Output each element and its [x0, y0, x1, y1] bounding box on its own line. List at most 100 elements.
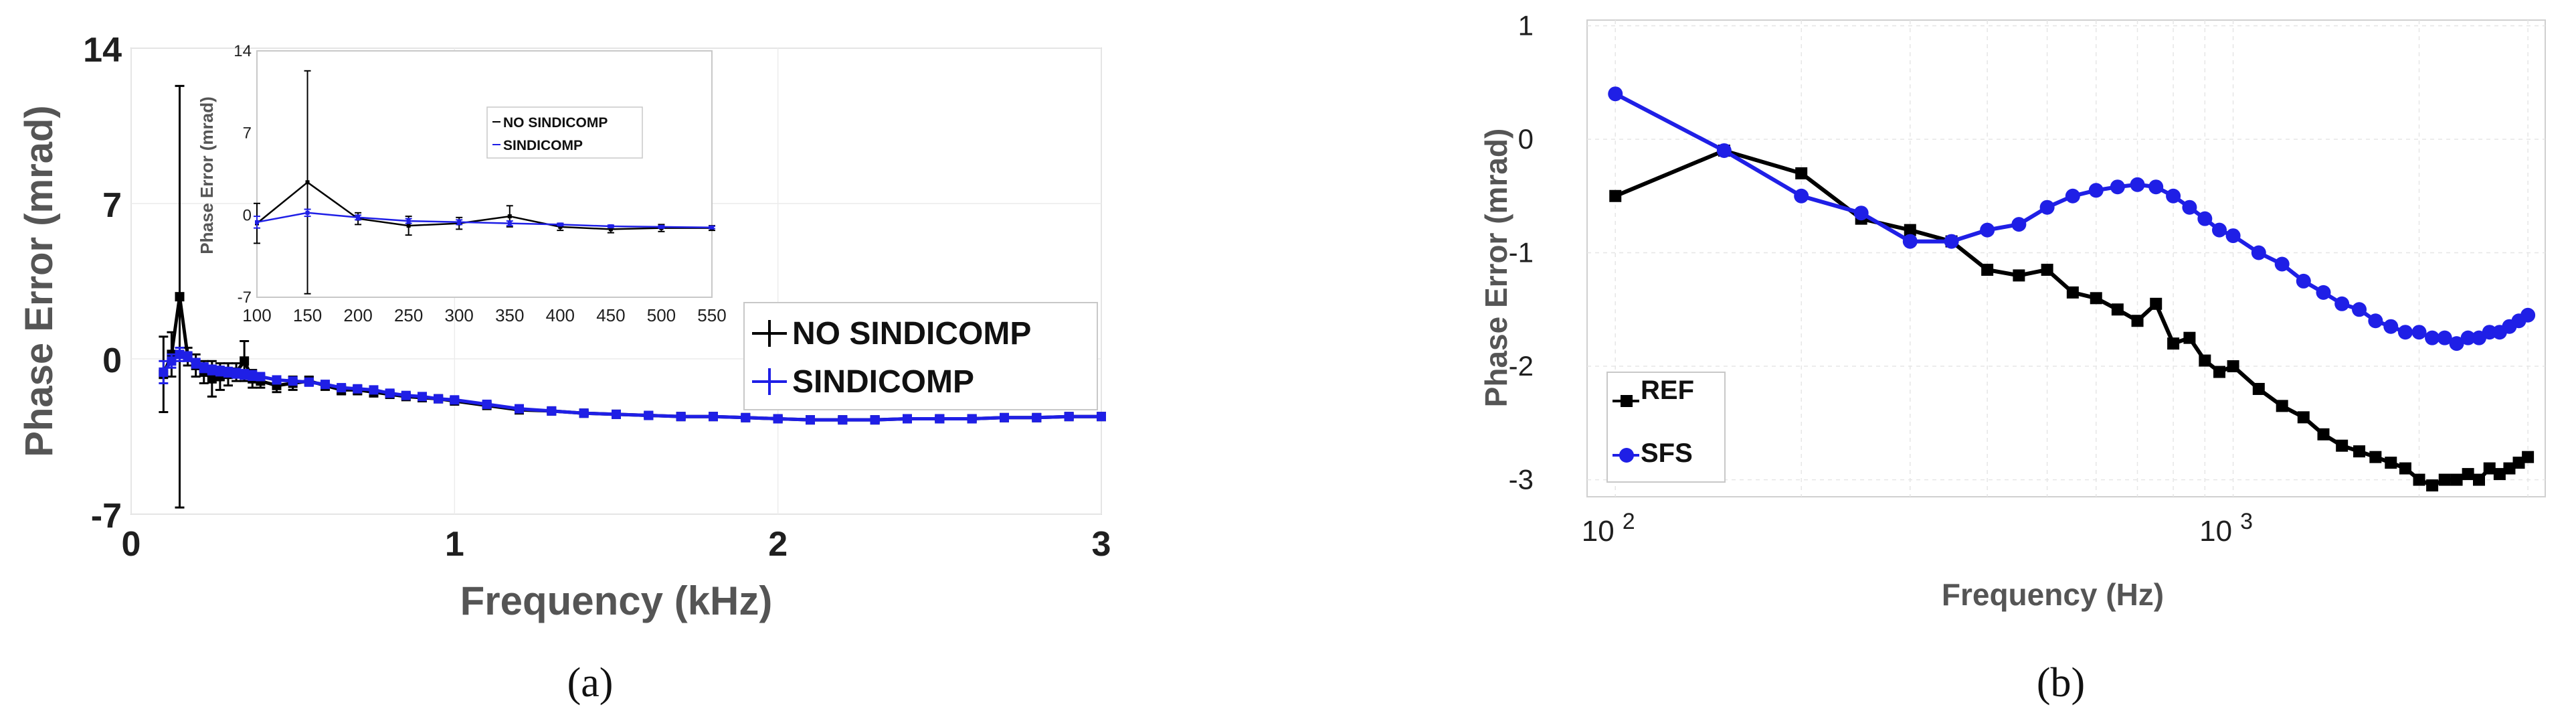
panel-b-data-point-sfs — [1980, 222, 1995, 238]
panel-a-data-point — [1032, 412, 1042, 422]
panel-a-data-point — [482, 399, 492, 409]
panel-b-data-point-ref — [2013, 269, 2025, 282]
caption-b: (b) — [2037, 660, 2085, 706]
panel-a-data-point — [401, 390, 411, 400]
inset-x-tick-label: 450 — [596, 305, 625, 325]
panel-a-data-point — [935, 414, 945, 424]
panel-b-x-tick-exponent: 2 — [1623, 509, 1635, 534]
panel-b-data-point-sfs — [2520, 307, 2536, 323]
panel-b-data-point-ref — [2399, 462, 2411, 475]
inset-data-point — [406, 224, 411, 228]
panel-a-data-point — [256, 372, 266, 382]
panel-a-data-point — [207, 365, 217, 375]
panel-b-data-point-ref — [2252, 382, 2265, 395]
panel-a-data-point — [870, 415, 880, 425]
panel-b-y-axis-label: Phase Error (mrad) — [1479, 129, 1513, 408]
panel-b-data-point-ref — [2369, 451, 2382, 463]
panel-b-data-point-ref — [2297, 411, 2310, 424]
panel-a-data-point — [320, 380, 330, 390]
panel-b-data-point-sfs — [2130, 177, 2145, 192]
panel-a-data-point — [434, 394, 444, 404]
inset-x-tick-label: 350 — [495, 305, 524, 325]
panel-a-data-point — [207, 374, 217, 384]
inset-data-point — [608, 224, 613, 228]
inset-legend-label-0: NO SINDICOMP — [503, 115, 608, 131]
inset-data-point — [356, 215, 361, 220]
panel-b-data-point-sfs — [2449, 336, 2464, 351]
inset-data-point — [406, 219, 411, 224]
panel-a-data-point — [369, 385, 379, 395]
panel-b-data-point-sfs — [1608, 86, 1623, 102]
panel-b-data-point-sfs — [2088, 183, 2104, 198]
inset-data-point — [255, 220, 259, 224]
panel-a-x-tick-label: 3 — [1092, 525, 1111, 564]
panel-b-data-point-ref — [2167, 337, 2180, 350]
panel-a-x-tick-label: 1 — [445, 525, 464, 564]
panel-a-data-point — [353, 384, 363, 394]
panel-a-data-point — [806, 415, 815, 425]
panel-a-data-point — [175, 349, 185, 360]
panel-b-x-axis-label: Frequency (Hz) — [1942, 577, 2164, 612]
panel-b-data-point-sfs — [2460, 330, 2476, 345]
inset-y-tick-label: 0 — [243, 206, 252, 224]
panel-b-data-point-sfs — [2110, 179, 2125, 195]
panel-b-data-point-ref — [2199, 354, 2211, 367]
legend-label-no-sindicomp: NO SINDICOMP — [792, 316, 1031, 351]
panel-a-data-point — [1064, 412, 1074, 422]
inset-plot-area — [256, 50, 713, 298]
panel-b-data-point-ref — [2353, 445, 2366, 458]
inset-y-tick-label: -7 — [238, 289, 252, 307]
panel-b-data-point-sfs — [2166, 188, 2181, 204]
panel-b-data-point-ref — [2336, 439, 2349, 452]
panel-a-data-point — [248, 370, 258, 380]
panel-b-data-point-ref — [2111, 303, 2124, 316]
panel-b-x-tick-label: 10 — [2199, 515, 2232, 548]
panel-b-data-point-sfs — [1902, 234, 1918, 249]
inset-y-tick-label: 7 — [243, 125, 252, 143]
panel-b-data-point-sfs — [2397, 325, 2413, 340]
inset-y-axis-label: Phase Error (mrad) — [197, 96, 217, 254]
inset-series-line-0 — [256, 181, 712, 230]
panel-b-x-tick-label: 10 — [1582, 515, 1615, 548]
panel-a-data-point — [183, 351, 193, 362]
legend-label-sfs: SFS — [1641, 439, 1693, 468]
panel-a-data-point — [232, 368, 242, 378]
panel-a-data-point — [676, 412, 686, 422]
panel-a-data-point — [272, 375, 282, 385]
panel-b-y-tick-label: 1 — [1518, 9, 1534, 41]
inset-data-point — [710, 225, 714, 230]
panel-a-data-point — [385, 388, 395, 398]
panel-a-data-point — [215, 366, 225, 376]
panel-a-data-point — [709, 412, 718, 422]
panel-b-x-tick-exponent: 3 — [2240, 509, 2253, 534]
panel-b-data-point-sfs — [2148, 179, 2164, 195]
legend-label-sindicomp: SINDICOMP — [792, 364, 974, 400]
panel-a-data-point — [167, 356, 177, 366]
inset-data-point — [608, 227, 613, 232]
panel-b-data-point-ref — [2213, 366, 2226, 378]
panel-b-data-point-sfs — [1794, 188, 1809, 204]
panel-a-x-axis-label: Frequency (kHz) — [460, 578, 773, 623]
panel-b-data-point-ref — [2413, 473, 2425, 486]
panel-b-data-point-ref — [2462, 468, 2474, 481]
panel-b-data-point-sfs — [2065, 188, 2080, 204]
inset-data-point — [659, 224, 664, 229]
inset-x-tick-label: 300 — [445, 305, 474, 325]
panel-b-data-point-ref — [2317, 428, 2330, 441]
panel-b-y-tick-label: -1 — [1509, 237, 1534, 268]
panel-a-y-tick-label: 7 — [102, 186, 122, 225]
inset-data-point — [457, 220, 462, 224]
panel-b-data-point-sfs — [2225, 228, 2241, 244]
panel-b-data-point-sfs — [2197, 211, 2213, 226]
inset-legend-label-1: SINDICOMP — [503, 138, 583, 153]
panel-b-y-tick-label: -2 — [1509, 350, 1534, 382]
panel-a-y-axis-label: Phase Error (mrad) — [17, 105, 61, 457]
panel-b-data-point-ref — [2438, 473, 2451, 486]
panel-b-data-point-ref — [2483, 462, 2496, 475]
panel-b-plot-area — [1586, 19, 2546, 497]
panel-a-data-point — [1097, 412, 1106, 422]
panel-b-data-point-sfs — [2212, 222, 2227, 238]
panel-a-data-point — [240, 370, 250, 380]
panel-b-data-point-sfs — [2425, 330, 2440, 345]
panel-b-data-point-ref — [2385, 457, 2397, 469]
